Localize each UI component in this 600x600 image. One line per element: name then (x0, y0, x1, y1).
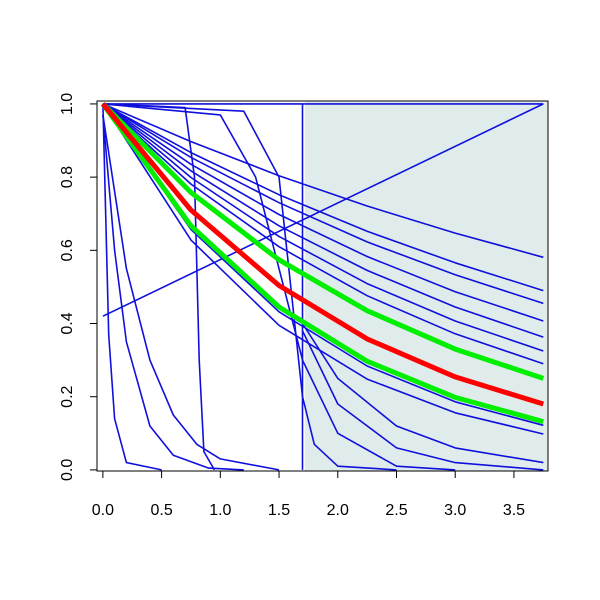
x-tick-label: 0.5 (150, 502, 172, 519)
x-tick-label: 3.0 (444, 502, 466, 519)
x-tick-label: 1.0 (209, 502, 231, 519)
curve (102, 103, 397, 471)
curve (102, 103, 544, 435)
y-tick-label: 0.6 (59, 239, 76, 261)
curve (102, 103, 544, 305)
curve (102, 103, 544, 322)
curve (100, 102, 545, 407)
x-tick-label: 1.5 (268, 502, 290, 519)
curve (102, 103, 544, 292)
curve (301, 323, 544, 464)
curve (102, 103, 544, 365)
x-tick-label: 2.5 (385, 502, 407, 519)
x-tick-label: 3.5 (503, 502, 525, 519)
y-tick-label: 1.0 (59, 93, 76, 115)
curve (101, 102, 545, 381)
curve (102, 103, 544, 317)
x-tick-label: 2.0 (327, 502, 349, 519)
y-tick-label: 0.0 (59, 459, 76, 481)
y-tick-label: 0.2 (59, 385, 76, 407)
curve (102, 114, 244, 471)
curve (102, 114, 280, 471)
x-tick-label: 0.0 (92, 502, 114, 519)
curve (102, 103, 162, 471)
shaded-region (304, 101, 548, 471)
curve (102, 103, 544, 259)
curve (301, 330, 544, 471)
curve (100, 102, 544, 425)
y-tick-label: 0.8 (59, 166, 76, 188)
y-tick-label: 0.4 (59, 312, 76, 334)
curve (102, 103, 544, 338)
curve (102, 103, 544, 352)
plot-frame (96, 100, 549, 472)
